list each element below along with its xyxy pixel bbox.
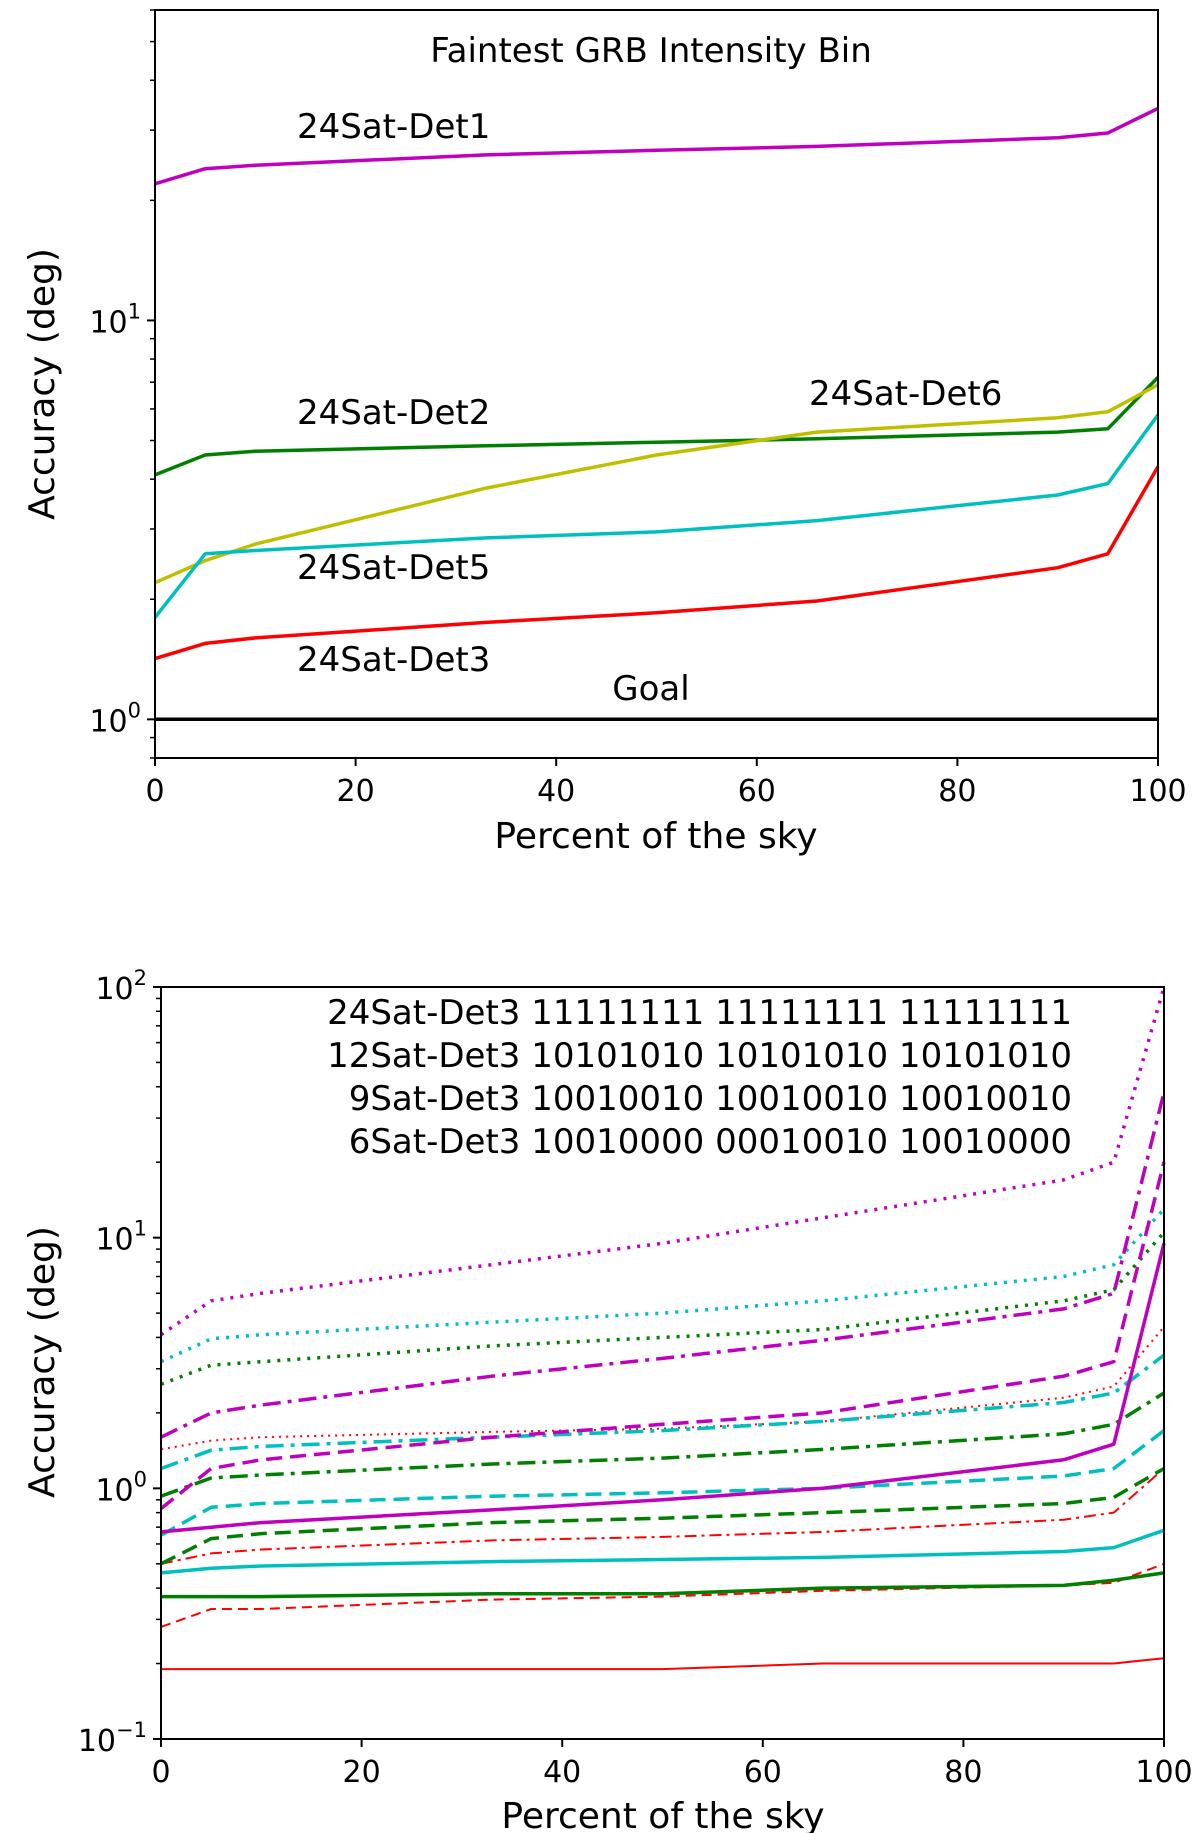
series-label-24sat-det1: 24Sat-Det1	[297, 107, 490, 147]
bottom-x-tick-label: 20	[343, 1755, 381, 1790]
legend-text-9sat-det3: 9Sat-Det3 10010010 10010010 10010010	[349, 1079, 1072, 1119]
bottom-chart-frame	[160, 986, 1165, 1740]
bottom-x-tick-label: 0	[151, 1755, 170, 1790]
bottom-y-tick-label: 102	[95, 966, 147, 1007]
top-x-tick-label: 20	[337, 774, 375, 809]
top-series-line-24sat-det1-solid-0	[154, 106, 1159, 186]
bottom-series-line-12sat-det3-dotted-7	[160, 1231, 1166, 1386]
top-chart-title: Faintest GRB Intensity Bin	[430, 31, 872, 71]
top-chart-ticks: 0 20 40 60 80 100 100 101	[89, 9, 1187, 809]
top-series-line-24sat-det2-solid-1	[154, 376, 1160, 477]
legend-text-24sat-det3: 24Sat-Det3 11111111 11111111 11111111	[327, 993, 1072, 1033]
bottom-series-line-9sat-det3-dashdot-10	[160, 1353, 1166, 1471]
bottom-series-line-24sat-det3-solid-0	[161, 1657, 1165, 1671]
top-x-tick-label: 40	[537, 774, 575, 809]
bottom-series-line-24sat-det3-dashdot-2	[160, 1467, 1165, 1565]
top-series-line-24sat-det3-solid-4	[154, 465, 1160, 661]
bottom-series-line-12sat-det3-solid-4	[161, 1571, 1165, 1599]
top-chart-xlabel: Percent of the sky	[494, 816, 817, 857]
series-label-goal: Goal	[612, 669, 689, 709]
top-chart-series	[153, 106, 1160, 722]
bottom-x-tick-label: 40	[543, 1755, 581, 1790]
top-x-tick-label: 60	[738, 774, 776, 809]
bottom-x-tick-label: 80	[944, 1755, 982, 1790]
series-label-24sat-det2: 24Sat-Det2	[297, 393, 490, 433]
bottom-y-tick-label: 101	[95, 1217, 147, 1258]
top-chart-ylabel: Accuracy (deg)	[22, 248, 63, 520]
bottom-series-line-6sat-det3-solid-12	[160, 1242, 1166, 1534]
bottom-y-tick-label: 100	[95, 1467, 147, 1508]
bottom-series-line-12sat-det3-dashdot-6	[160, 1391, 1165, 1498]
top-y-tick-label: 100	[89, 698, 141, 739]
top-series-line-24sat-det5-solid-3	[153, 413, 1160, 619]
bottom-series-line-9sat-det3-dotted-11	[160, 1207, 1166, 1364]
series-label-24sat-det3: 24Sat-Det3	[297, 640, 490, 680]
bottom-chart-ylabel: Accuracy (deg)	[22, 1226, 63, 1498]
bottom-series-line-24sat-det3-dotted-3	[160, 1326, 1165, 1451]
series-label-24sat-det5: 24Sat-Det5	[297, 548, 490, 588]
series-label-24sat-det6: 24Sat-Det6	[809, 374, 1002, 414]
bottom-chart-ticks: 0 20 40 60 80 100 10−1 100 101 102	[78, 966, 1193, 1790]
bottom-series-line-6sat-det3-dashdot-14	[160, 1091, 1166, 1439]
bottom-y-tick-label: 10−1	[78, 1718, 147, 1759]
bottom-chart-xlabel: Percent of the sky	[501, 1796, 824, 1833]
bottom-x-tick-label: 100	[1135, 1755, 1192, 1790]
top-x-tick-label: 0	[145, 774, 164, 809]
top-x-tick-label: 100	[1129, 774, 1186, 809]
bottom-chart-panel: 0 20 40 60 80 100 10−1 100 101 102 24Sat-Det3 111…	[22, 966, 1193, 1833]
bottom-series-line-9sat-det3-solid-8	[160, 1528, 1165, 1575]
bottom-series-line-9sat-det3-dashed-9	[160, 1429, 1166, 1537]
top-chart-panel: 0 20 40 60 80 100 100 101 Faintest GRB Intensit…	[22, 9, 1187, 857]
bottom-x-tick-label: 60	[744, 1755, 782, 1790]
legend-text-12sat-det3: 12Sat-Det3 10101010 10101010 10101010	[327, 1036, 1072, 1076]
bottom-series-line-24sat-det3-dashed-1	[160, 1562, 1165, 1628]
top-y-tick-label: 101	[89, 299, 141, 340]
top-chart-frame	[154, 9, 1159, 759]
legend-text-6sat-det3: 6Sat-Det3 10010000 00010010 10010000	[349, 1122, 1072, 1162]
bottom-series-line-12sat-det3-dashed-5	[160, 1466, 1165, 1566]
top-x-tick-label: 80	[938, 774, 976, 809]
bottom-series-line-6sat-det3-dashed-13	[159, 1161, 1166, 1510]
bottom-chart-series	[159, 986, 1166, 1671]
top-series-line-24sat-det6-solid-2	[154, 383, 1159, 585]
